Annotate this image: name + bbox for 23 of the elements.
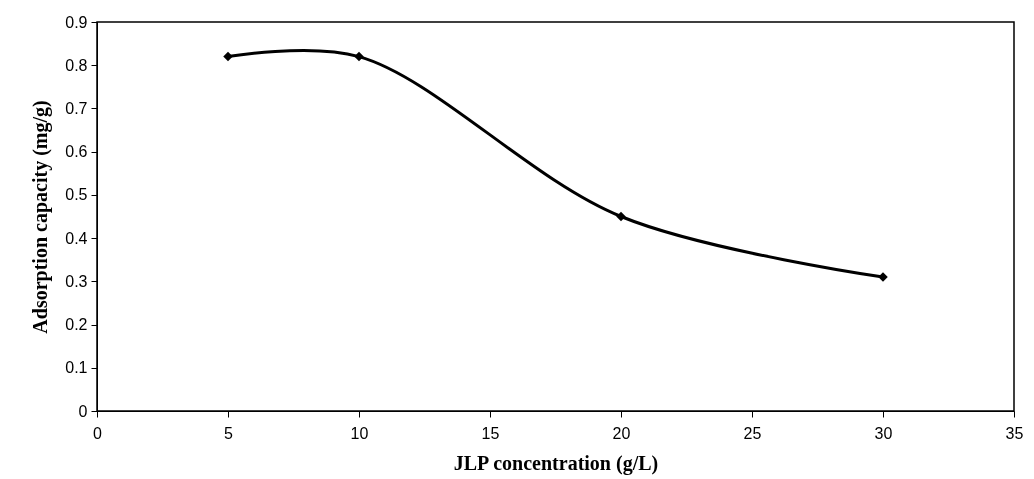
- y-axis-title: Adsorption capacity (mg/g): [29, 100, 53, 334]
- x-tick-label: 20: [612, 424, 631, 442]
- y-tick-label: 0.8: [65, 56, 88, 74]
- x-tick-label: 30: [874, 424, 893, 442]
- y-tick-label: 0.6: [65, 143, 88, 161]
- y-tick-label: 0.3: [65, 272, 88, 290]
- y-tick-label: 0: [78, 402, 88, 420]
- x-tick-label: 25: [743, 424, 762, 442]
- point: [354, 51, 364, 62]
- x-tick-label: 15: [481, 424, 500, 442]
- y-tick-label: 0.5: [65, 186, 88, 204]
- x-tick-label: 0: [93, 424, 103, 442]
- y-tick-label: 0.9: [65, 13, 88, 31]
- y-tick-label: 0.2: [65, 316, 88, 334]
- x-tick-label: 35: [1005, 424, 1024, 442]
- y-tick-label: 0.4: [65, 229, 88, 247]
- point: [223, 51, 233, 62]
- x-tick-label: 10: [350, 424, 369, 442]
- x-axis-title: JLP concentration (g/L): [453, 451, 659, 475]
- x-tick-label: 5: [224, 424, 234, 442]
- point: [616, 211, 626, 222]
- y-tick-label: 0.7: [65, 99, 88, 117]
- y-tick-label: 0.1: [65, 359, 88, 377]
